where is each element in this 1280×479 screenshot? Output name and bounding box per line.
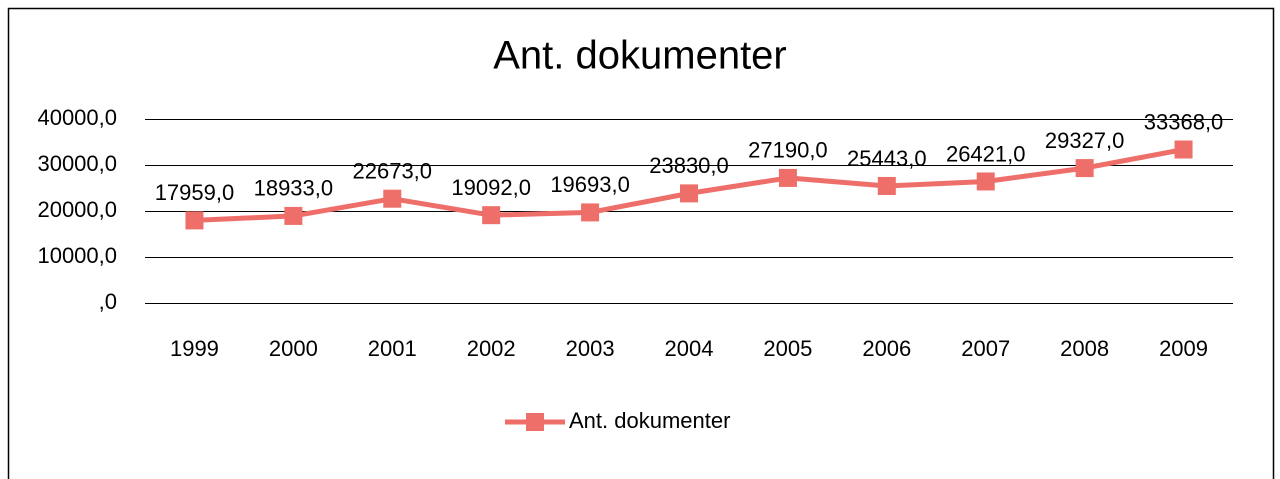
legend-marker [526, 413, 544, 431]
data-label: 23830,0 [649, 153, 729, 178]
data-label: 33368,0 [1144, 109, 1224, 134]
chart-border [7, 7, 1275, 479]
data-label: 29327,0 [1045, 128, 1125, 153]
chart-title: Ant. dokumenter [493, 34, 787, 78]
x-tick-label: 2000 [269, 336, 318, 361]
marker [877, 176, 896, 195]
x-tick-label: 1999 [170, 336, 219, 361]
y-tick-label: 10000,0 [37, 243, 117, 268]
x-tick-label: 2005 [763, 336, 812, 361]
data-label: 19693,0 [550, 172, 630, 197]
marker [680, 184, 698, 203]
marker [383, 189, 402, 208]
marker [1075, 159, 1094, 178]
data-label: 25443,0 [847, 146, 927, 171]
y-tick-label: 30000,0 [37, 151, 117, 176]
marker [1174, 140, 1193, 159]
y-tick-label: 40000,0 [37, 105, 117, 130]
data-label: 22673,0 [353, 159, 433, 184]
legend-label: Ant. dokumenter [569, 408, 730, 433]
x-tick-label: 2006 [862, 336, 911, 361]
x-tick-label: 2008 [1060, 336, 1109, 361]
x-tick-label: 2007 [961, 336, 1010, 361]
data-label: 18933,0 [254, 176, 334, 201]
marker [185, 211, 204, 230]
data-label: 17959,0 [155, 180, 235, 205]
marker [482, 206, 501, 225]
marker [581, 203, 600, 222]
x-tick-label: 2002 [467, 336, 516, 361]
x-tick-label: 2009 [1159, 336, 1208, 361]
y-tick-label: ,0 [99, 289, 117, 314]
data-label: 27190,0 [748, 138, 828, 163]
x-tick-label: 2004 [665, 336, 714, 361]
marker [778, 168, 797, 187]
marker [284, 206, 303, 225]
marker [976, 172, 995, 191]
y-tick-label: 20000,0 [37, 197, 117, 222]
x-tick-label: 2003 [566, 336, 615, 361]
x-tick-label: 2001 [368, 336, 417, 361]
data-label: 26421,0 [946, 141, 1026, 166]
data-label: 19092,0 [451, 175, 531, 200]
